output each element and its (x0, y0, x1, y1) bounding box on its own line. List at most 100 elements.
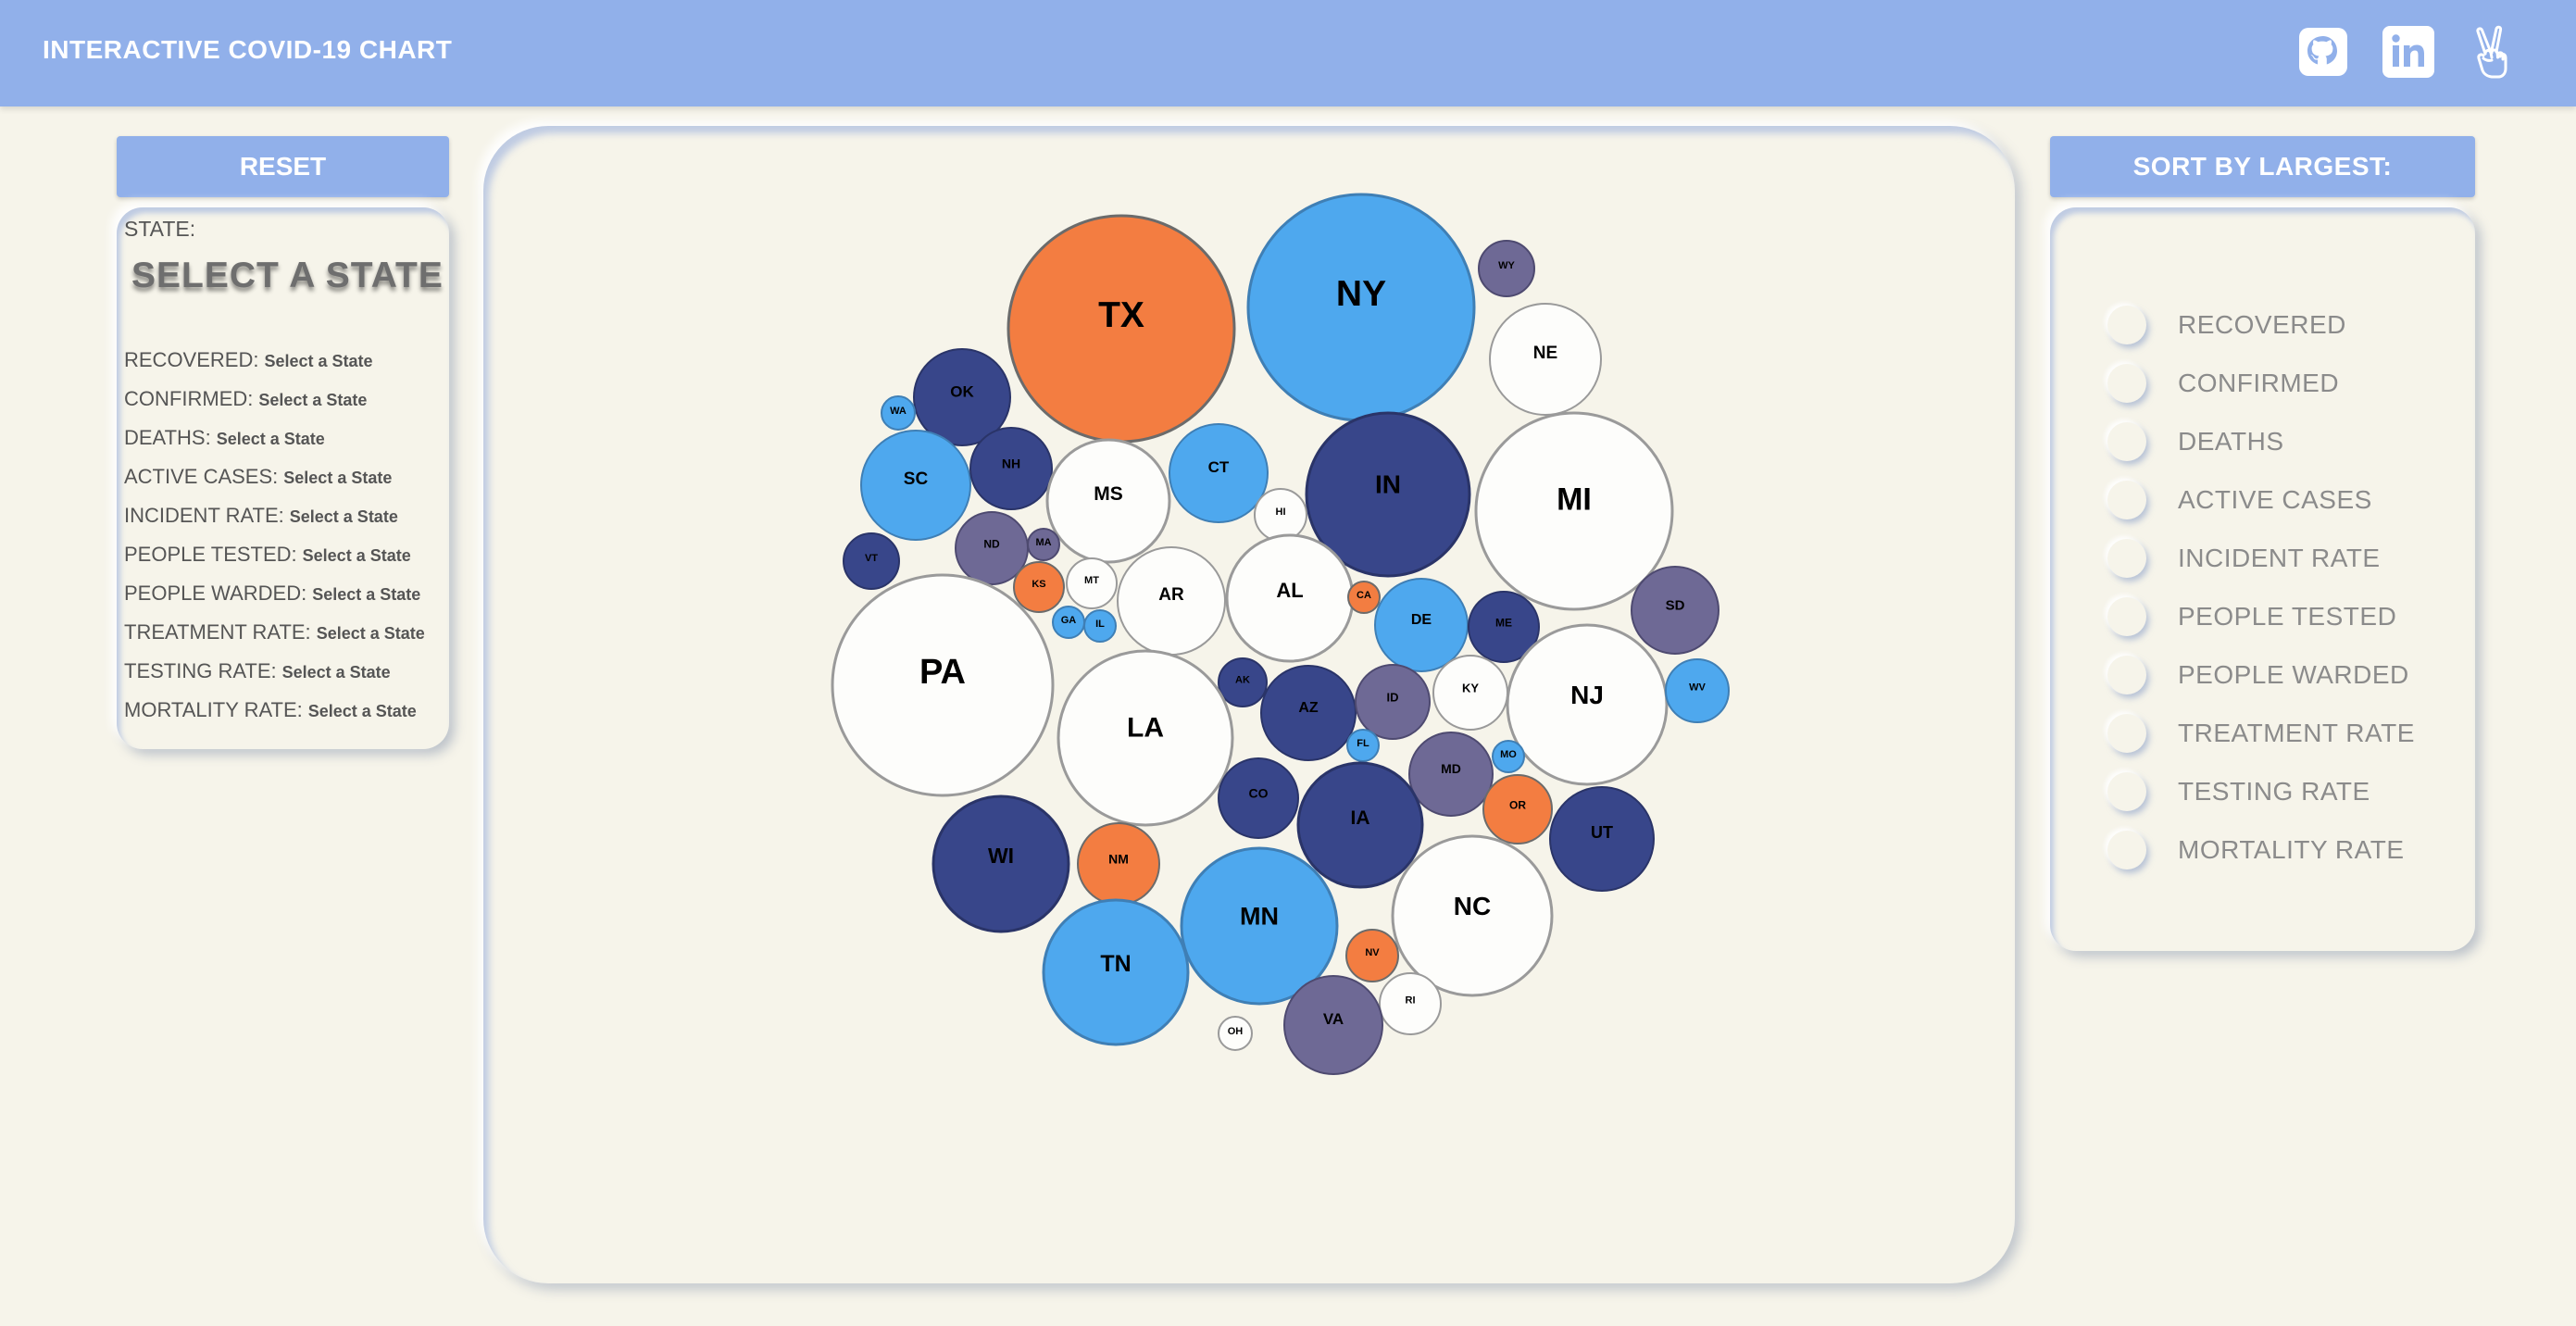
state-bubble-wy[interactable]: WY (1478, 240, 1535, 297)
state-bubble-il[interactable]: IL (1083, 609, 1117, 643)
bubble-circle[interactable] (913, 348, 1011, 446)
state-bubble-ri[interactable]: RI (1379, 972, 1442, 1035)
bubble-circle[interactable] (1180, 846, 1339, 1006)
radio-button[interactable] (2107, 363, 2146, 403)
bubble-circle[interactable] (1045, 438, 1171, 564)
bubble-circle[interactable] (1254, 488, 1307, 542)
bubble-circle[interactable] (932, 794, 1070, 933)
state-bubble-mt[interactable]: MT (1066, 557, 1118, 609)
bubble-circle[interactable] (1169, 423, 1269, 523)
radio-button[interactable] (2107, 538, 2146, 578)
state-bubble-ar[interactable]: AR (1117, 546, 1226, 656)
bubble-circle[interactable] (1489, 303, 1602, 416)
state-bubble-nh[interactable]: NH (969, 427, 1053, 510)
state-bubble-co[interactable]: CO (1218, 757, 1299, 839)
bubble-circle[interactable] (1083, 609, 1117, 643)
bubble-circle[interactable] (1246, 193, 1476, 422)
bubble-circle[interactable] (1218, 657, 1268, 707)
radio-button[interactable] (2107, 655, 2146, 694)
state-bubble-or[interactable]: OR (1482, 774, 1553, 844)
state-bubble-la[interactable]: LA (1057, 649, 1234, 827)
state-bubble-ny[interactable]: NY (1246, 193, 1476, 422)
state-bubble-ga[interactable]: GA (1052, 606, 1085, 639)
state-bubble-nj[interactable]: NJ (1506, 623, 1669, 786)
state-bubble-oh[interactable]: OH (1218, 1016, 1253, 1051)
radio-button[interactable] (2107, 480, 2146, 519)
state-bubble-wa[interactable]: WA (881, 395, 916, 431)
bubble-circle[interactable] (1027, 528, 1060, 561)
bubble-circle[interactable] (1218, 757, 1299, 839)
bubble-circle[interactable] (1478, 240, 1535, 297)
bubble-circle[interactable] (843, 532, 900, 590)
bubble-circle[interactable] (1305, 411, 1471, 578)
bubble-circle[interactable] (1077, 822, 1160, 906)
state-bubble-sc[interactable]: SC (860, 430, 971, 541)
bubble-circle[interactable] (1474, 411, 1674, 611)
bubble-circle[interactable] (1260, 665, 1357, 761)
bubble-circle[interactable] (1007, 214, 1236, 444)
bubble-circle[interactable] (1549, 786, 1655, 892)
state-bubble-de[interactable]: DE (1374, 578, 1469, 672)
state-bubble-nc[interactable]: NC (1391, 834, 1554, 997)
bubble-circle[interactable] (1432, 655, 1508, 731)
state-bubble-wi[interactable]: WI (932, 794, 1070, 933)
sort-option-people-tested[interactable]: PEOPLE TESTED (2107, 587, 2415, 645)
state-bubble-nm[interactable]: NM (1077, 822, 1160, 906)
bubble-circle[interactable] (1066, 557, 1118, 609)
state-bubble-ak[interactable]: AK (1218, 657, 1268, 707)
bubble-circle[interactable] (1665, 658, 1730, 723)
bubble-circle[interactable] (1492, 740, 1525, 773)
state-bubble-ct[interactable]: CT (1169, 423, 1269, 523)
radio-button[interactable] (2107, 830, 2146, 869)
state-bubble-ca[interactable]: CA (1347, 581, 1381, 614)
state-bubble-id[interactable]: ID (1355, 664, 1431, 740)
peace-hand-icon[interactable] (2465, 24, 2520, 80)
state-bubble-mo[interactable]: MO (1492, 740, 1525, 773)
bubble-circle[interactable] (1052, 606, 1085, 639)
state-bubble-ia[interactable]: IA (1296, 761, 1424, 889)
bubble-circle[interactable] (860, 430, 971, 541)
bubble-circle[interactable] (881, 395, 916, 431)
sort-option-testing-rate[interactable]: TESTING RATE (2107, 762, 2415, 820)
radio-button[interactable] (2107, 596, 2146, 636)
state-bubble-va[interactable]: VA (1283, 975, 1383, 1075)
bubble-circle[interactable] (1347, 581, 1381, 614)
sort-option-incident-rate[interactable]: INCIDENT RATE (2107, 529, 2415, 587)
state-bubble-sd[interactable]: SD (1631, 566, 1719, 655)
radio-button[interactable] (2107, 771, 2146, 811)
linkedin-icon[interactable] (2382, 26, 2434, 78)
state-bubble-md[interactable]: MD (1408, 732, 1494, 817)
sort-option-deaths[interactable]: DEATHS (2107, 412, 2415, 470)
state-bubble-tx[interactable]: TX (1007, 214, 1236, 444)
radio-button[interactable] (2107, 305, 2146, 344)
state-bubble-wv[interactable]: WV (1665, 658, 1730, 723)
state-bubble-tn[interactable]: TN (1042, 898, 1190, 1046)
state-bubble-pa[interactable]: PA (831, 573, 1055, 797)
state-bubble-ne[interactable]: NE (1489, 303, 1602, 416)
bubble-circle[interactable] (831, 573, 1055, 797)
state-bubble-ks[interactable]: KS (1013, 561, 1065, 613)
bubble-circle[interactable] (1042, 898, 1190, 1046)
bubble-circle[interactable] (1468, 591, 1540, 663)
bubble-circle[interactable] (1296, 761, 1424, 889)
bubble-circle[interactable] (1374, 578, 1469, 672)
state-bubble-ms[interactable]: MS (1045, 438, 1171, 564)
state-bubble-ut[interactable]: UT (1549, 786, 1655, 892)
state-bubble-ky[interactable]: KY (1432, 655, 1508, 731)
state-bubble-nv[interactable]: NV (1345, 929, 1399, 982)
sort-option-people-warded[interactable]: PEOPLE WARDED (2107, 645, 2415, 704)
bubble-circle[interactable] (1225, 533, 1355, 663)
radio-button[interactable] (2107, 421, 2146, 461)
sort-option-recovered[interactable]: RECOVERED (2107, 295, 2415, 354)
bubble-circle[interactable] (1345, 929, 1399, 982)
bubble-circle[interactable] (1391, 834, 1554, 997)
bubble-circle[interactable] (1408, 732, 1494, 817)
state-bubble-hi[interactable]: HI (1254, 488, 1307, 542)
bubble-circle[interactable] (1057, 649, 1234, 827)
bubble-circle[interactable] (1506, 623, 1669, 786)
bubble-circle[interactable] (1218, 1016, 1253, 1051)
state-bubble-al[interactable]: AL (1225, 533, 1355, 663)
bubble-circle[interactable] (1346, 729, 1380, 762)
state-bubble-ok[interactable]: OK (913, 348, 1011, 446)
bubble-circle[interactable] (1283, 975, 1383, 1075)
